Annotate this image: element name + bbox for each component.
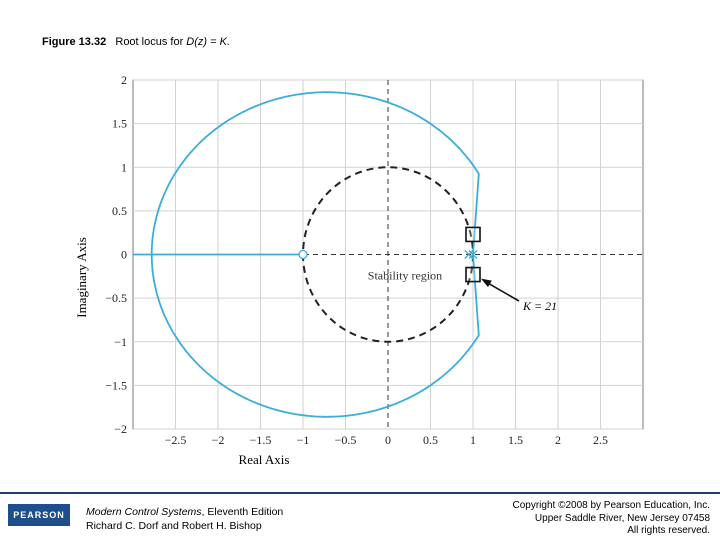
book-authors: Richard C. Dorf and Robert H. Bishop [86,520,262,532]
y-tick-label: 2 [121,73,127,87]
copyright-line-2: Upper Saddle River, New Jersey 07458 [534,512,710,524]
gain-marker-square [465,266,481,283]
y-tick-label: 1 [121,160,127,174]
pole-marker [468,250,478,259]
caption-math: D(z) = K. [186,36,230,48]
x-tick-label: 1.5 [508,433,523,447]
gain-marker-square [465,226,481,243]
x-tick-label: −1.5 [250,433,272,447]
y-tick-label: 0.5 [112,204,127,218]
copyright-line-1: Copyright ©2008 by Pearson Education, In… [512,500,711,511]
caption-prefix: Root locus for [115,36,187,48]
x-tick-label: −2.5 [165,433,187,447]
annotation-arrow-line [486,281,520,302]
locus-lower-branch [150,254,480,418]
publisher-logo: PEARSON [8,504,70,526]
pole-x-stroke [464,250,474,259]
x-tick-label: 2.5 [593,433,608,447]
book-edition: , Eleventh Edition [201,506,284,518]
copyright-notice: Copyright ©2008 by Pearson Education, In… [513,500,711,538]
y-tick-label: 0 [121,248,127,262]
x-tick-label: −1 [297,433,310,447]
figure-label: Figure 13.32 [42,36,107,48]
book-title: Modern Control Systems [86,506,202,518]
annotation-arrowhead [481,278,492,288]
x-tick-label: 0.5 [423,433,438,447]
y-tick-label: −1.5 [105,378,127,392]
x-tick-label: 2 [555,433,561,447]
locus-upper-branch [150,91,480,255]
x-tick-label: −0.5 [335,433,357,447]
zero-marker [298,249,308,260]
pole-marker [464,250,474,259]
stability-region-label: Stability region [368,269,442,283]
figure-caption: Figure 13.32 Root locus for D(z) = K. [42,36,230,48]
pole-x-stroke [468,250,478,259]
x-tick-label: −2 [212,433,225,447]
annotation-label: K = 21 [522,299,557,313]
y-tick-label: −1 [114,335,127,349]
y-tick-label: −0.5 [105,291,127,305]
y-axis-label: Imaginary Axis [74,237,89,318]
x-tick-label: 0 [385,433,391,447]
footer-divider [0,492,720,494]
y-tick-label: 1.5 [112,117,127,131]
book-credit: Modern Control Systems, Eleventh Edition… [86,505,283,533]
y-tick-label: −2 [114,422,127,436]
root-locus-chart: −2.5 −2 −1.5 −1 −0.5 0 0.5 1 1.5 2 2.5 2 1.5 1 0.5 0 −0.… [74,73,644,467]
x-tick-label: 1 [470,433,476,447]
copyright-line-3: All rights reserved. [627,525,710,536]
x-axis-label: Real Axis [239,452,290,467]
